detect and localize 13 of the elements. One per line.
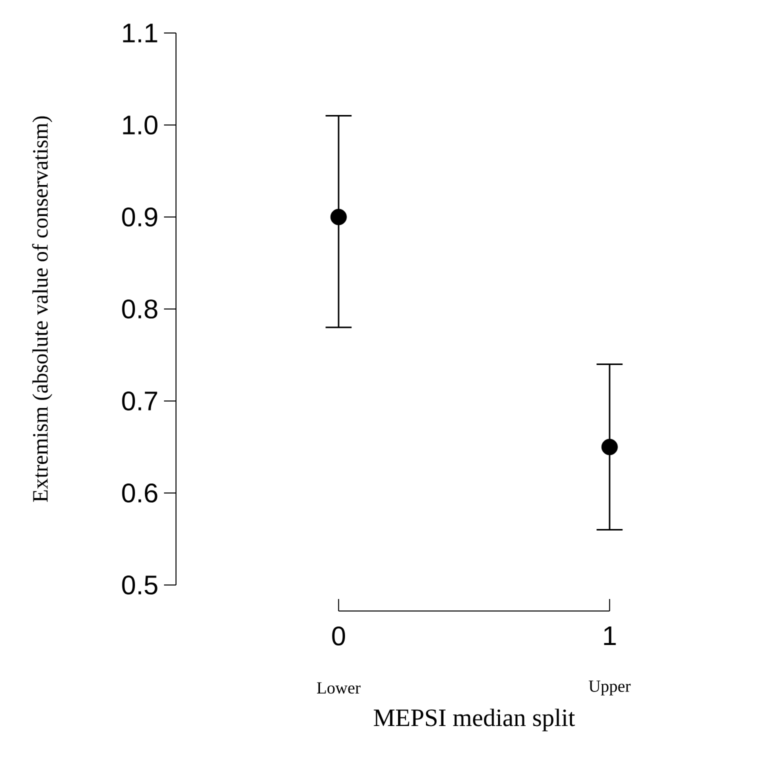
y-tick-label: 1.1: [123, 24, 158, 42]
text: Upper: [588, 680, 631, 696]
y-tick-label: 0.6: [122, 483, 158, 503]
text: Lower: [316, 682, 361, 694]
y-axis-title: Extremism (absolute value of conservatism): [32, 116, 52, 502]
y-tick-label: 0.8: [122, 299, 158, 319]
y-tick-label: 0.9: [122, 207, 158, 227]
x-axis-title: MEPSI median split: [374, 708, 575, 732]
x-tick-label: 0: [332, 626, 346, 646]
y-tick-label: 0.5: [122, 575, 158, 595]
y-tick-label: 1.0: [123, 115, 158, 135]
x-tick-label: 1: [604, 626, 616, 646]
y-tick-label: 0.7: [122, 391, 158, 411]
